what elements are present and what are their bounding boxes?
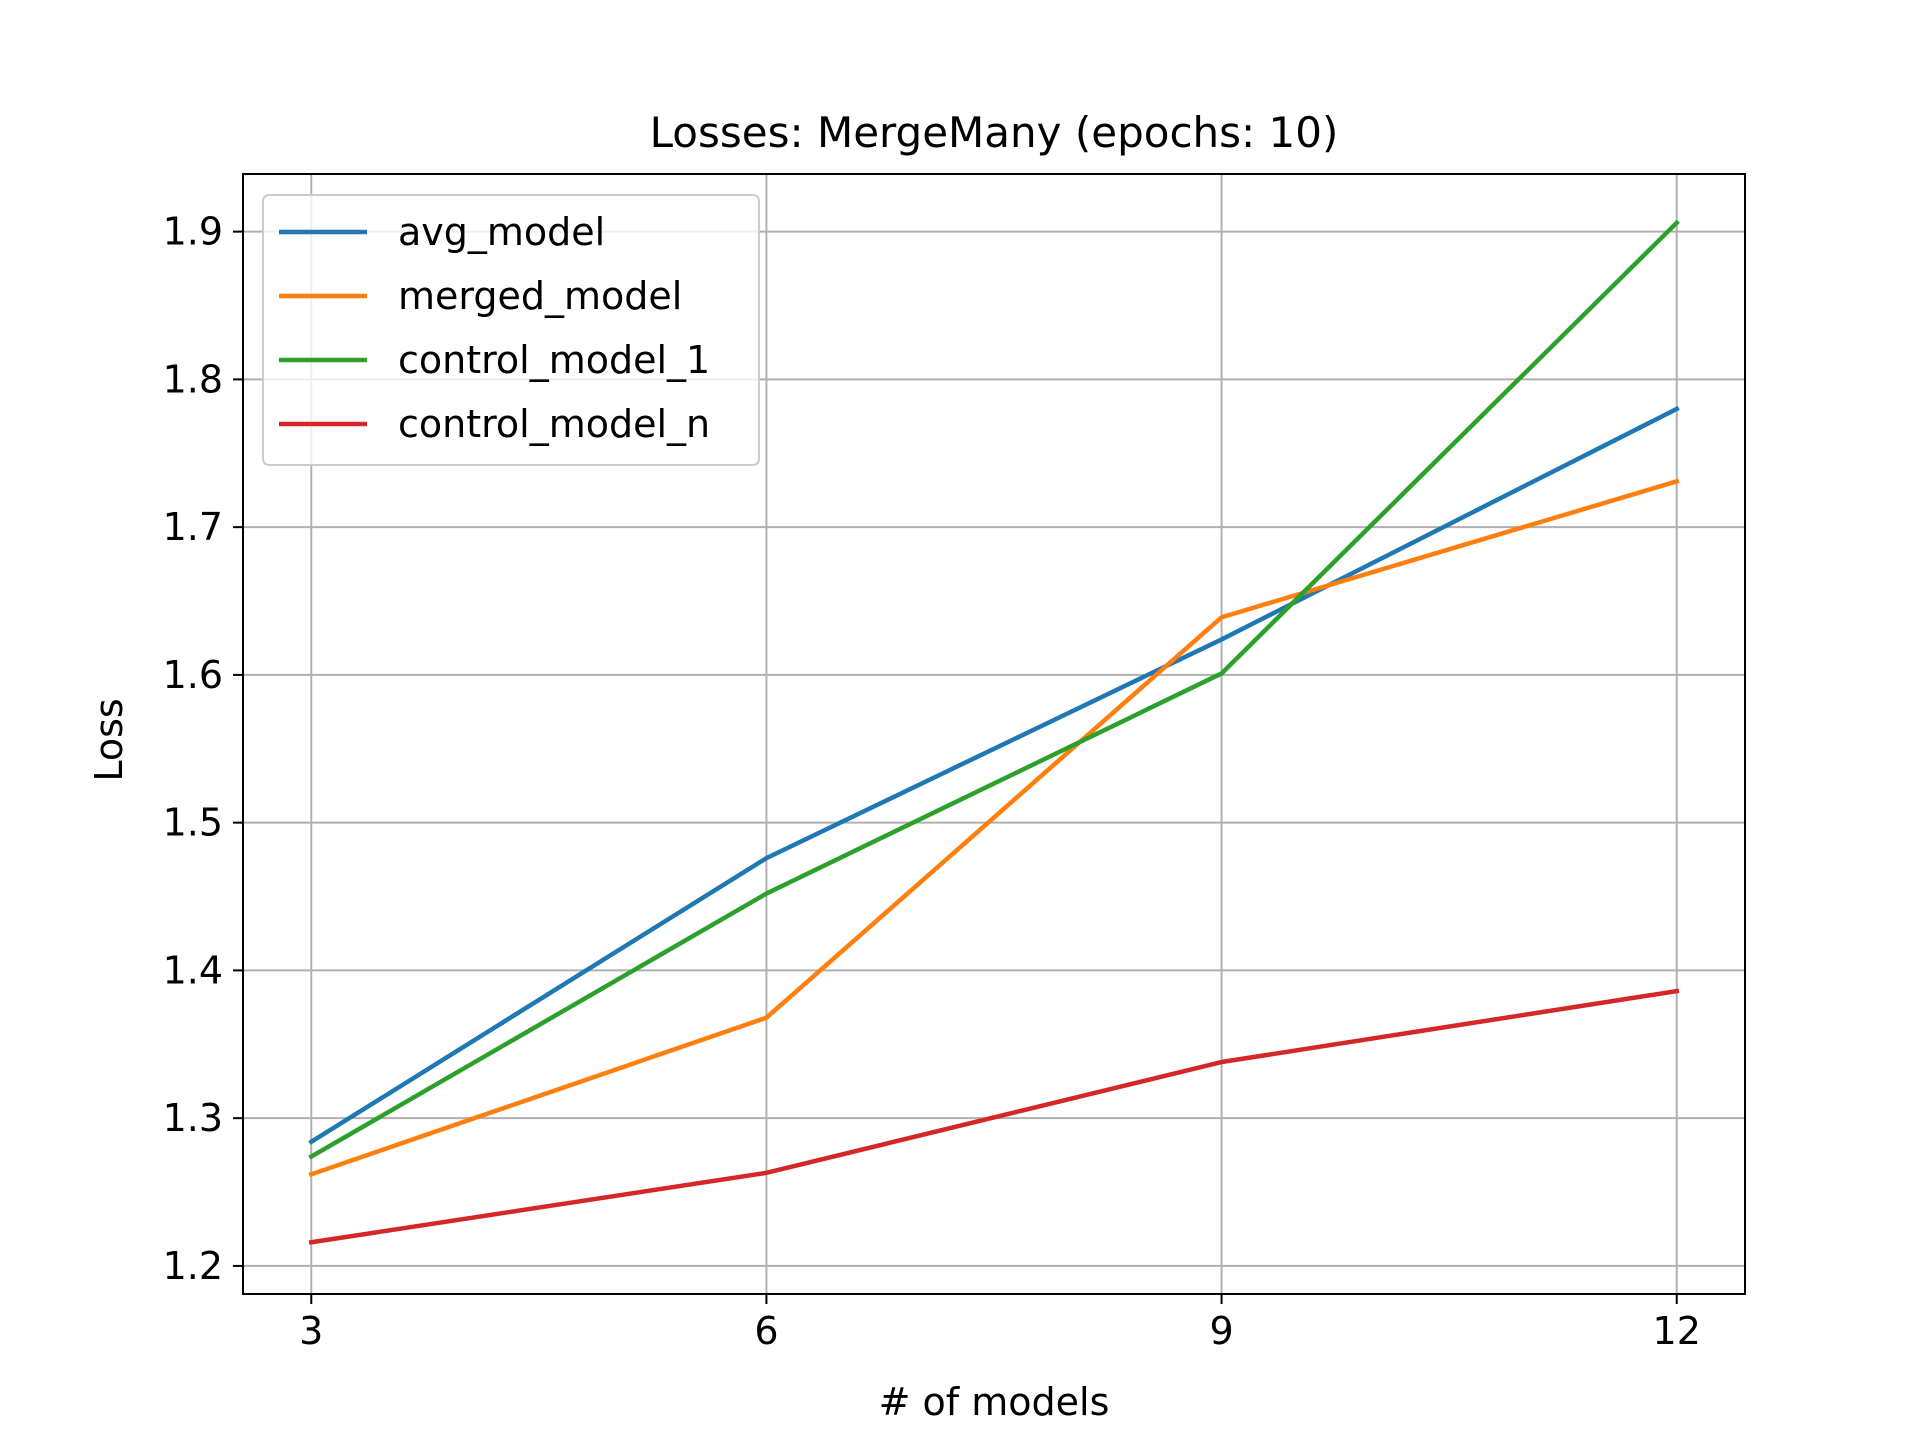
x-tick-label: 6: [754, 1309, 778, 1353]
legend-label-merged-model: merged_model: [398, 274, 682, 318]
y-tick-label: 1.8: [163, 357, 223, 401]
y-tick-label: 1.9: [163, 210, 223, 254]
series-line-control-model-n: [308, 988, 1680, 1245]
y-tick-label: 1.5: [163, 801, 223, 845]
legend: avg_model merged_model control_model_1cont…: [262, 194, 760, 466]
legend-label-control-model-1: control_model_1: [398, 338, 710, 382]
y-tick-label: 1.6: [163, 653, 223, 697]
x-axis-label: # of models: [879, 1380, 1110, 1424]
x-tick-label: 3: [299, 1309, 323, 1353]
y-tick-label: 1.4: [163, 948, 223, 992]
series-line-avg-model: [308, 405, 1680, 1145]
series-line-merged-model: [308, 478, 1680, 1178]
grid-lines: [243, 174, 1745, 1294]
x-tick-label: 12: [1653, 1309, 1701, 1353]
y-axis-label: Loss: [87, 698, 131, 781]
plot-frame: [242, 173, 1746, 1295]
legend-label-avg-model: avg_model: [398, 210, 605, 254]
axis-ticks: 3 6 9 12 1.2 1.3 1.4 1.5 1.6 1.7 1.8 1.9: [163, 210, 1701, 1353]
legend-label-control-model-n: control_model_n: [398, 402, 710, 446]
series-lines: [308, 219, 1680, 1245]
legend-box: [262, 194, 760, 466]
chart-title: Losses: MergeMany (epochs: 10): [650, 108, 1339, 157]
series-line-control-model-1: [308, 219, 1680, 1160]
y-tick-label: 1.2: [163, 1244, 223, 1288]
x-tick-label: 9: [1209, 1309, 1233, 1353]
y-tick-label: 1.7: [163, 505, 223, 549]
y-tick-label: 1.3: [163, 1096, 223, 1140]
